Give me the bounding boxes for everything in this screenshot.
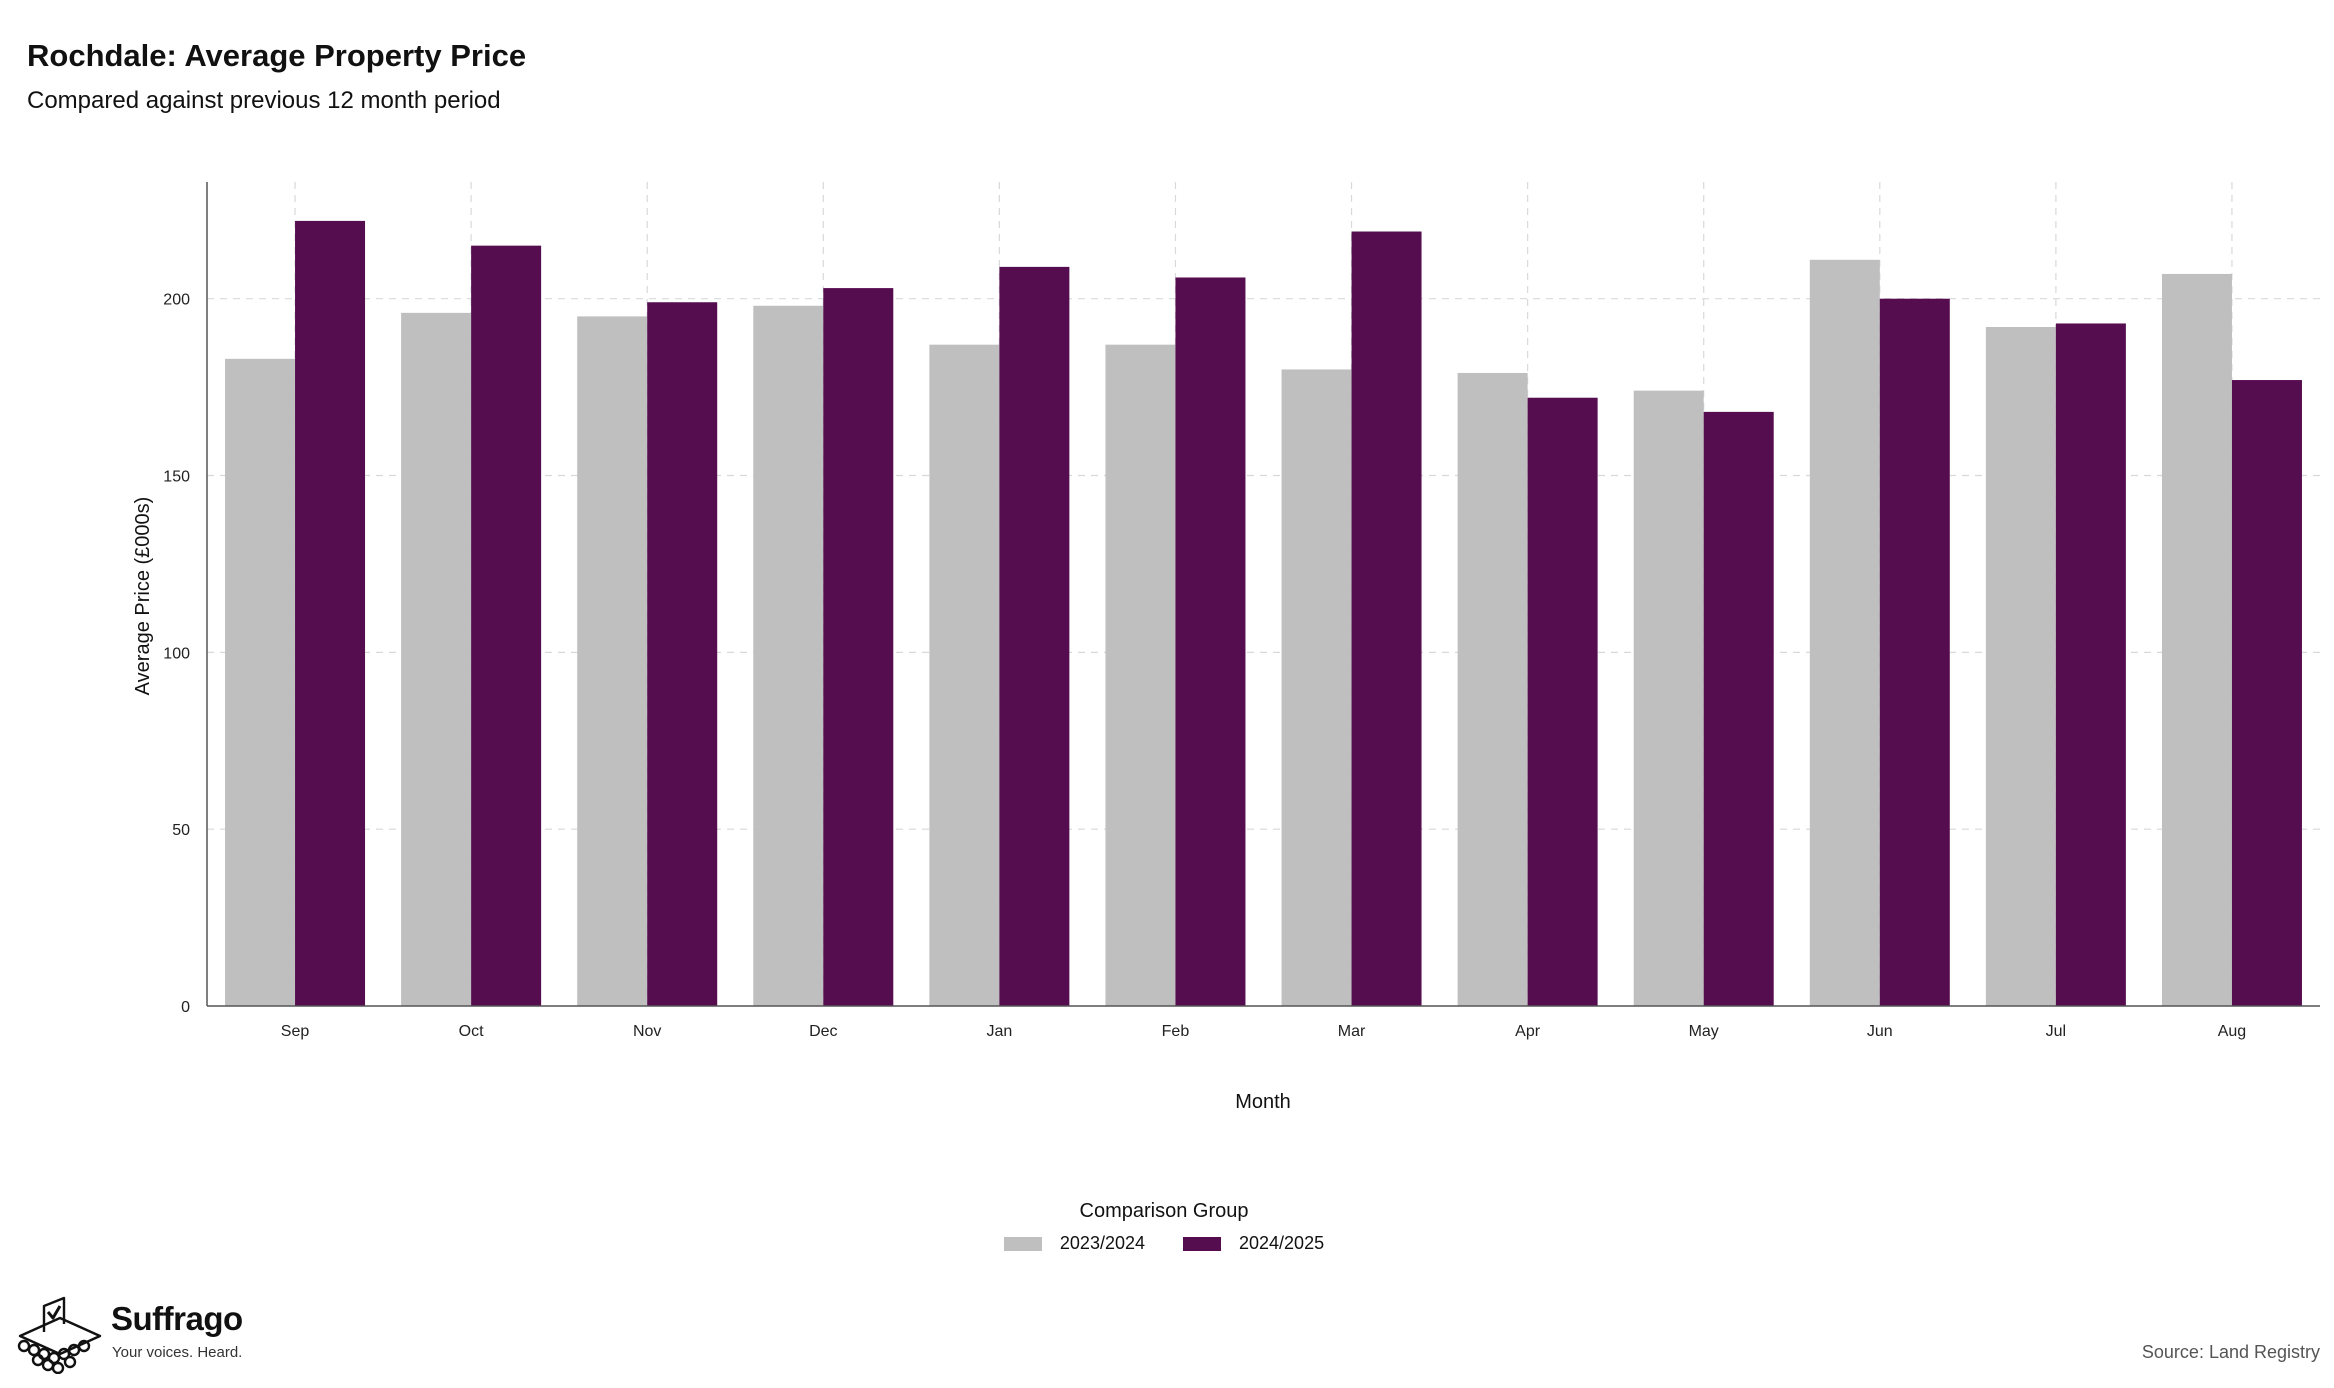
bar-dec-2024-2025	[823, 288, 894, 1006]
legend-item-2023-2024: 2023/2024	[1003, 1233, 1145, 1254]
bar-apr-2024-2025	[1527, 397, 1598, 1006]
bar-jul-2023-2024	[1985, 326, 2056, 1006]
x-tick-label: Nov	[633, 1023, 661, 1040]
x-tick-label: Jul	[2046, 1023, 2066, 1040]
x-tick-label: Sep	[281, 1023, 310, 1040]
brand-logo: Suffrago Your voices. Heard.	[14, 1292, 243, 1379]
x-axis-title: Month	[1235, 1091, 1291, 1113]
axes: 0 50 100 150 200 Sep Oct Nov Dec Jan Feb Mar Apr May J…	[163, 182, 2320, 1040]
legend-item-2024-2025: 2024/2025	[1183, 1233, 1324, 1254]
grid-lines	[207, 182, 2320, 1006]
chart-title: Rochdale: Average Property Price	[27, 38, 527, 73]
y-tick-label: 150	[163, 469, 190, 486]
source-note: Source: Land Registry	[2141, 1342, 2320, 1362]
bar-sep-2023-2024	[225, 358, 296, 1006]
bars	[225, 220, 2302, 1007]
bar-aug-2024-2025	[2231, 380, 2302, 1006]
bar-dec-2023-2024	[753, 305, 824, 1006]
bar-mar-2024-2025	[1351, 231, 1422, 1006]
chart-subtitle: Compared against previous 12 month perio…	[27, 87, 501, 114]
bar-may-2023-2024	[1633, 390, 1704, 1007]
y-tick-label: 0	[181, 999, 190, 1016]
legend-label: 2023/2024	[1059, 1233, 1145, 1253]
x-tick-label: Jan	[986, 1023, 1012, 1040]
x-tick-label: May	[1689, 1023, 1719, 1040]
x-tick-label: Apr	[1515, 1023, 1541, 1040]
x-tick-label: Jun	[1867, 1023, 1893, 1040]
legend-swatch	[1183, 1236, 1221, 1251]
bar-jul-2024-2025	[2055, 323, 2126, 1006]
bar-feb-2023-2024	[1105, 344, 1176, 1006]
bar-jun-2024-2025	[1879, 298, 1950, 1006]
x-tick-label: Oct	[459, 1023, 484, 1040]
legend-swatch	[1003, 1236, 1042, 1251]
y-tick-label: 100	[163, 645, 190, 662]
brand-name: Suffrago	[111, 1300, 243, 1337]
bar-nov-2024-2025	[647, 302, 718, 1006]
ballot-box-icon	[17, 1296, 102, 1375]
legend-title: Comparison Group	[1079, 1200, 1249, 1222]
bar-aug-2023-2024	[2161, 273, 2232, 1006]
y-tick-label: 50	[172, 822, 190, 839]
x-tick-label: Aug	[2218, 1023, 2246, 1040]
bar-chart: 0 50 100 150 200 Sep Oct Nov Dec Jan Feb Mar Apr May J…	[132, 182, 2320, 1113]
legend: Comparison Group 2023/2024 2024/2025	[0, 1200, 2334, 1254]
bar-jan-2023-2024	[929, 344, 1000, 1006]
bar-oct-2024-2025	[471, 245, 542, 1007]
y-tick-label: 200	[163, 292, 190, 309]
bar-mar-2023-2024	[1281, 369, 1352, 1006]
y-axis-title: Average Price (£000s)	[132, 497, 154, 696]
bar-feb-2024-2025	[1175, 277, 1246, 1006]
bar-jan-2024-2025	[999, 266, 1070, 1006]
legend-items: 2023/2024 2024/2025	[0, 1233, 2334, 1254]
bar-oct-2023-2024	[401, 312, 472, 1006]
brand-tagline: Your voices. Heard.	[112, 1344, 243, 1361]
x-tick-label: Dec	[809, 1023, 837, 1040]
x-tick-label: Feb	[1162, 1023, 1190, 1040]
x-tick-label: Mar	[1338, 1023, 1366, 1040]
bar-sep-2024-2025	[295, 220, 366, 1006]
bar-apr-2023-2024	[1457, 372, 1528, 1006]
bar-jun-2023-2024	[1809, 259, 1880, 1006]
bar-may-2024-2025	[1703, 411, 1774, 1007]
bar-nov-2023-2024	[577, 316, 648, 1007]
legend-label: 2024/2025	[1239, 1233, 1325, 1253]
